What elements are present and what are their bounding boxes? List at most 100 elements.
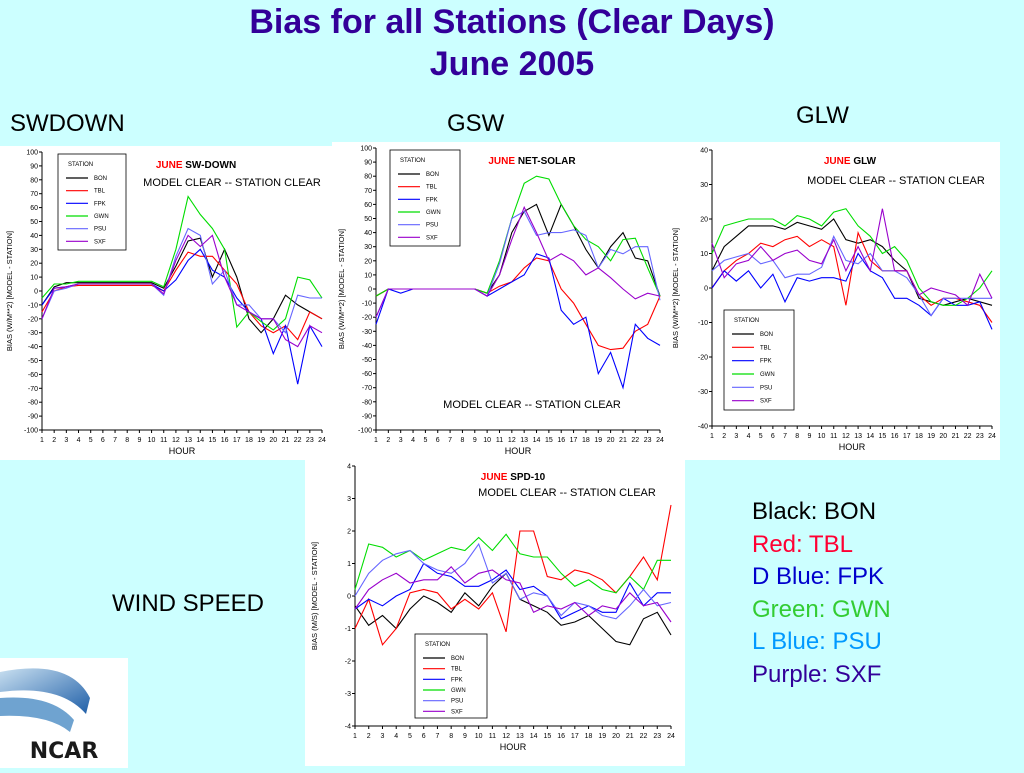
x-tick-label: 20 [612,733,620,740]
x-tick-label: 5 [408,733,412,740]
swdown-label: SWDOWN [10,110,125,137]
y-tick-label: -10 [362,301,372,308]
series-line-sxf [354,566,672,623]
y-tick-label: -10 [698,320,708,327]
y-tick-label: 70 [364,188,372,195]
y-tick-label: 50 [364,216,372,223]
x-axis-label: HOUR [169,446,196,456]
x-tick-label: 20 [939,433,947,440]
station-legend-label: GWN [760,372,775,378]
series-line-tbl [375,257,661,351]
y-tick-label: -40 [28,344,38,351]
x-tick-label: 17 [571,733,579,740]
x-tick-label: 5 [759,433,763,440]
y-tick-label: 20 [700,217,708,224]
x-tick-label: 24 [656,437,664,444]
x-tick-label: 15 [209,437,217,444]
x-tick-label: 6 [101,437,105,444]
x-tick-label: 11 [830,433,837,440]
x-tick-label: 23 [306,437,314,444]
station-legend-label: SXF [94,239,106,245]
station-legend-label: PSU [94,227,106,233]
y-tick-label: -80 [362,399,372,406]
x-tick-label: 19 [927,433,935,440]
x-tick-label: 20 [269,437,277,444]
x-tick-label: 11 [496,437,503,444]
x-axis-label: HOUR [839,442,866,452]
y-tick-label: 20 [364,258,372,265]
x-axis-label: HOUR [505,446,532,456]
x-tick-label: 4 [394,733,398,740]
x-tick-label: 13 [516,733,524,740]
x-tick-label: 3 [734,433,738,440]
wind-speed-chart-panel: -4 -3 -2 -1 0 1 2 3 4 1 2 3 4 5 6 7 8 9 10 11 12 13 14 15 16 17 18… [305,460,685,766]
x-tick-label: 15 [543,733,551,740]
y-tick-label: -100 [24,428,38,435]
y-tick-label: -20 [28,316,38,323]
x-tick-label: 13 [184,437,192,444]
y-tick-label: -30 [362,329,372,336]
y-tick-label: 0 [368,287,372,294]
series-line-fpk [354,562,671,620]
x-tick-label: 6 [771,433,775,440]
x-tick-label: 10 [148,437,156,444]
y-axis-label: BIAS (M/S) [MODEL - STATION] [310,542,319,650]
ncar-logo-text: NCAR [30,739,99,764]
glw-chart-panel: -40 -30 -20 -10 0 10 20 30 40 1 2 3 4 5 6 7 8 9 10 11 12 13 14… [666,142,1000,460]
ncar-logo-icon: NCAR [0,668,99,764]
station-legend-label: BON [760,332,773,338]
series-line-fpk [711,252,993,330]
x-tick-label: 22 [631,437,639,444]
x-tick-label: 19 [594,437,602,444]
chart-variable-label: SPD-10 [510,472,545,483]
x-tick-label: 21 [626,733,634,740]
y-axis-label: BIAS (W/M**2) [MODEL - STATION] [337,229,346,349]
x-tick-label: 17 [903,433,911,440]
x-tick-label: 21 [619,437,627,444]
x-tick-label: 2 [722,433,726,440]
x-tick-label: 16 [891,433,899,440]
series-line-gwn [711,208,993,306]
y-tick-label: -30 [698,389,708,396]
chart-month-label: JUNE [488,156,517,167]
x-tick-label: 21 [282,437,290,444]
x-tick-label: 9 [473,437,477,444]
x-tick-label: 19 [257,437,265,444]
x-tick-label: 1 [353,733,357,740]
y-tick-label: 40 [700,148,708,155]
y-tick-label: -70 [362,385,372,392]
gsw-chart-panel: -100 -90 -80 -70 -60 -50 -40 -30 -20 -10 0 10 20 30 40… [332,142,666,460]
x-tick-label: 22 [294,437,302,444]
x-tick-label: 2 [52,437,56,444]
y-tick-label: 10 [700,251,708,258]
chart-variable-label: SW-DOWN [185,160,236,171]
x-tick-label: 10 [475,733,483,740]
y-tick-label: -100 [358,428,372,435]
page-title: Bias for all Stations (Clear Days) [249,3,775,41]
y-tick-label: -80 [28,400,38,407]
x-tick-label: 13 [520,437,528,444]
station-legend-box [723,309,795,411]
station-legend-title: STATION [68,162,93,168]
y-tick-label: -50 [28,358,38,365]
x-tick-label: 3 [64,437,68,444]
x-tick-label: 4 [411,437,415,444]
station-legend-label: TBL [451,667,463,673]
station-legend-label: GWN [451,688,466,694]
series-line-psu [354,542,672,620]
x-tick-label: 24 [318,437,326,444]
station-legend-label: TBL [94,189,106,195]
color-legend-item: Green: GWN [752,595,891,623]
x-tick-label: 5 [423,437,427,444]
chart-svg: -100-90-80-70-60-50-40-30-20-10010203040… [337,146,664,457]
x-tick-label: 17 [570,437,578,444]
y-tick-label: -60 [28,372,38,379]
x-tick-label: 5 [89,437,93,444]
station-legend-box [389,149,461,247]
x-tick-label: 3 [381,733,385,740]
x-tick-label: 12 [842,433,850,440]
y-tick-label: 60 [364,202,372,209]
x-tick-label: 6 [422,733,426,740]
x-tick-label: 8 [449,733,453,740]
chart-title: JUNE SPD-10 [481,472,546,483]
